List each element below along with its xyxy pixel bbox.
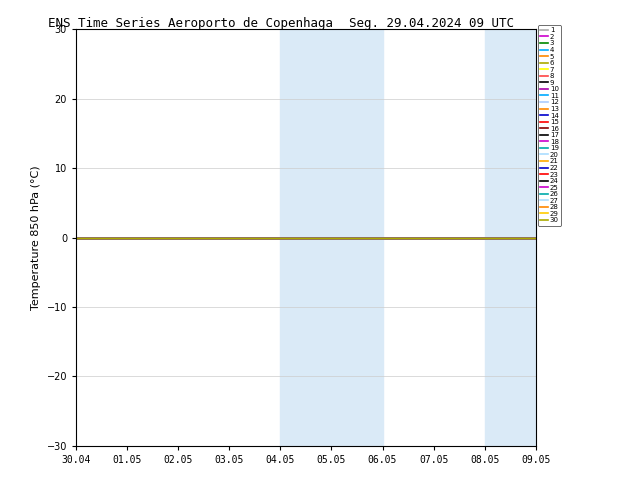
Y-axis label: Temperature 850 hPa (°C): Temperature 850 hPa (°C) [31,165,41,310]
Bar [536,29,587,446]
Text: ENS Time Series Aeroporto de Copenhaga: ENS Time Series Aeroporto de Copenhaga [48,17,333,30]
Bar [332,29,382,446]
Bar [280,29,332,446]
Bar [484,29,536,446]
Text: Seg. 29.04.2024 09 UTC: Seg. 29.04.2024 09 UTC [349,17,514,30]
Legend: 1, 2, 3, 4, 5, 6, 7, 8, 9, 10, 11, 12, 13, 14, 15, 16, 17, 18, 19, 20, 21, 22, 2: 1, 2, 3, 4, 5, 6, 7, 8, 9, 10, 11, 12, 1… [538,25,561,225]
